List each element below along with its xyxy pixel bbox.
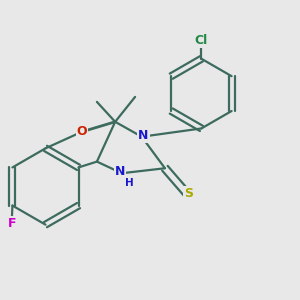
Text: N: N — [115, 165, 125, 178]
Text: O: O — [77, 125, 87, 138]
Text: F: F — [8, 217, 16, 230]
Text: Cl: Cl — [195, 34, 208, 47]
Text: H: H — [125, 178, 134, 188]
Text: N: N — [138, 129, 148, 142]
Text: S: S — [184, 187, 193, 200]
